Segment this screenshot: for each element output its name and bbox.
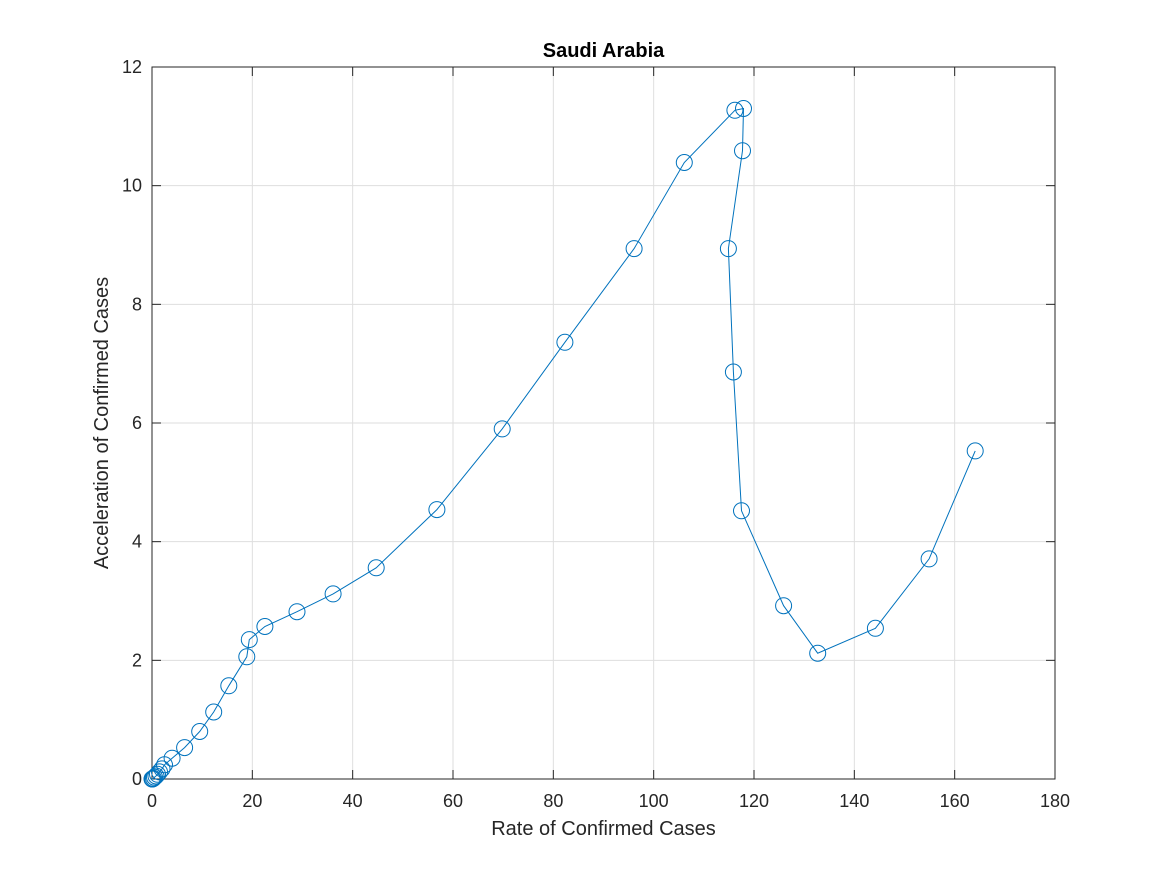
data-point: [866, 619, 884, 637]
data-point: [493, 420, 511, 438]
x-tick-label: 160: [940, 791, 970, 811]
data-point: [256, 618, 274, 635]
x-tick-label: 0: [147, 791, 157, 811]
data-point: [775, 597, 793, 615]
data-point: [556, 333, 574, 351]
data-point: [734, 142, 751, 160]
axis-ticks: [151, 66, 1056, 780]
x-tick-label: 60: [443, 791, 463, 811]
x-tick-label: 120: [739, 791, 769, 811]
y-tick-label: 2: [132, 650, 142, 670]
data-point: [428, 501, 446, 519]
x-tick-label: 140: [839, 791, 869, 811]
data-point: [238, 648, 256, 666]
x-tick-labels: 0 20 40 60 80 100 120 140 160 180: [147, 791, 1070, 811]
y-axis-label: Acceleration of Confirmed Cases: [91, 277, 113, 569]
y-tick-label: 4: [132, 532, 142, 552]
y-tick-label: 12: [122, 57, 142, 77]
data-point: [675, 154, 693, 171]
data-point: [724, 363, 742, 381]
x-tick-label: 40: [343, 791, 363, 811]
x-tick-label: 100: [639, 791, 669, 811]
data-point: [367, 559, 385, 577]
data-point: [145, 769, 162, 787]
data-point: [809, 644, 827, 662]
data-point: [625, 240, 643, 258]
y-tick-label: 6: [132, 413, 142, 433]
data-point: [240, 631, 258, 649]
data-point: [149, 765, 166, 783]
data-point: [733, 502, 750, 520]
data-point: [205, 703, 223, 721]
x-tick-label: 80: [543, 791, 563, 811]
y-tick-labels: 0 2 4 6 8 10 12: [122, 57, 142, 789]
data-point: [147, 767, 165, 785]
x-tick-label: 180: [1040, 791, 1070, 811]
series-markers: [143, 100, 984, 788]
chart-title: Saudi Arabia: [543, 40, 665, 62]
y-tick-label: 8: [132, 294, 142, 314]
x-axis-label: Rate of Confirmed Cases: [491, 818, 716, 840]
data-point: [920, 550, 938, 568]
y-tick-label: 0: [132, 769, 142, 789]
data-point: [163, 749, 181, 767]
data-point: [153, 760, 171, 778]
data-point: [144, 770, 161, 788]
data-point: [176, 739, 194, 757]
data-point: [719, 240, 737, 258]
x-tick-label: 20: [242, 791, 262, 811]
data-point: [726, 101, 744, 119]
y-tick-label: 10: [122, 176, 142, 196]
data-point: [966, 442, 984, 460]
gridlines: [152, 67, 1055, 779]
data-point: [220, 677, 238, 695]
data-point: [735, 100, 752, 117]
data-point: [191, 723, 209, 740]
data-point: [288, 603, 306, 621]
data-point: [324, 585, 342, 603]
